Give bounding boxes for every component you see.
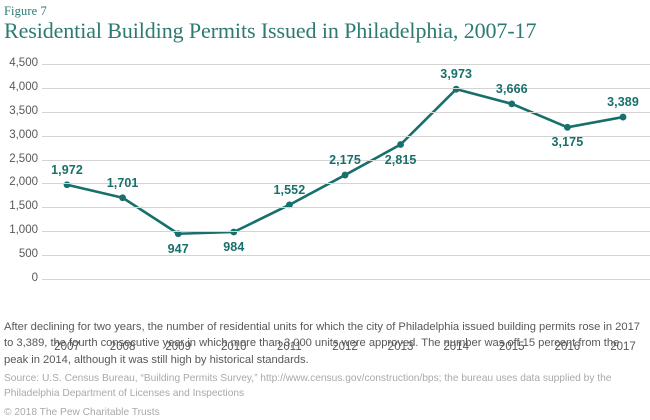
gridline — [42, 183, 650, 184]
data-point-marker — [564, 123, 571, 131]
y-axis-tick-label: 2,500 — [9, 153, 38, 165]
x-axis-tick-label: 2010 — [221, 341, 247, 353]
gridline — [42, 160, 650, 161]
x-axis-tick-label: 2007 — [54, 341, 80, 353]
series-line — [63, 85, 627, 238]
gridline — [42, 255, 650, 256]
y-axis-tick-label: 1,000 — [9, 224, 38, 236]
x-axis-tick-label: 2017 — [610, 341, 636, 353]
line-chart: 0 500 1,000 1,500 2,000 2,500 3,000 3,500 4,000 4… — [0, 55, 650, 353]
y-axis-tick-label: 500 — [18, 248, 38, 260]
data-point-label: 3,973 — [440, 67, 473, 82]
data-point-marker — [119, 194, 126, 202]
data-point-label: 3,389 — [607, 95, 639, 110]
data-point-label: 2,815 — [384, 152, 417, 167]
x-axis-tick-label: 2014 — [443, 341, 469, 353]
data-point-label: 1,972 — [51, 162, 83, 177]
gridline — [42, 207, 650, 208]
data-point-label: 3,666 — [495, 81, 528, 96]
y-axis-tick-label: 4,000 — [9, 81, 38, 93]
x-axis-tick-label: 2013 — [387, 341, 414, 353]
data-point-label: 3,175 — [551, 135, 584, 150]
copyright-notice: © 2018 The Pew Charitable Trusts — [4, 407, 160, 418]
data-point-label: 1,552 — [273, 182, 306, 197]
x-axis-tick-label: 2008 — [109, 341, 136, 353]
x-axis-tick-label: 2011 — [277, 341, 302, 353]
gridline — [42, 64, 650, 65]
data-point-marker — [397, 141, 404, 148]
y-axis-tick-label: 2,000 — [9, 176, 38, 188]
x-axis-tick-label: 2016 — [554, 341, 581, 353]
page-title: Residential Building Permits Issued in P… — [4, 18, 537, 43]
figure-header: Figure 7 Residential Building Permits Is… — [4, 4, 644, 44]
data-point-marker — [174, 230, 182, 238]
x-axis-tick-label: 2009 — [165, 341, 191, 353]
y-axis-tick-label: 1,500 — [9, 200, 38, 212]
y-axis-tick-label: 3,500 — [9, 105, 38, 117]
chart-source: Source: U.S. Census Bureau, “Building Pe… — [4, 373, 612, 399]
data-point-label: 1,701 — [106, 175, 139, 190]
gridline — [42, 136, 650, 137]
data-point-marker — [286, 201, 293, 209]
data-point-marker — [452, 85, 460, 93]
x-axis-tick-label: 2012 — [332, 341, 358, 353]
data-point-label: 947 — [167, 241, 189, 256]
chart-caption: After declining for two years, the numbe… — [4, 321, 640, 366]
data-point-marker — [508, 100, 516, 108]
x-axis-tick-label: 2015 — [499, 341, 525, 353]
gridline — [42, 112, 650, 113]
figure-number: Figure 7 — [4, 4, 47, 18]
data-point-marker — [341, 171, 349, 179]
data-point-label: 984 — [223, 239, 245, 254]
y-axis-tick-label: 3,000 — [9, 129, 38, 141]
data-point-label: 2,175 — [329, 153, 361, 168]
y-axis-tick-label: 4,500 — [9, 57, 38, 69]
plot-area: 0 500 1,000 1,500 2,000 2,500 3,000 3,500 4,000 4… — [0, 55, 650, 353]
gridline — [42, 231, 650, 232]
y-axis-tick-label: 0 — [31, 272, 38, 284]
gridline — [42, 279, 650, 280]
data-point-marker — [619, 113, 627, 121]
gridline — [42, 88, 650, 89]
